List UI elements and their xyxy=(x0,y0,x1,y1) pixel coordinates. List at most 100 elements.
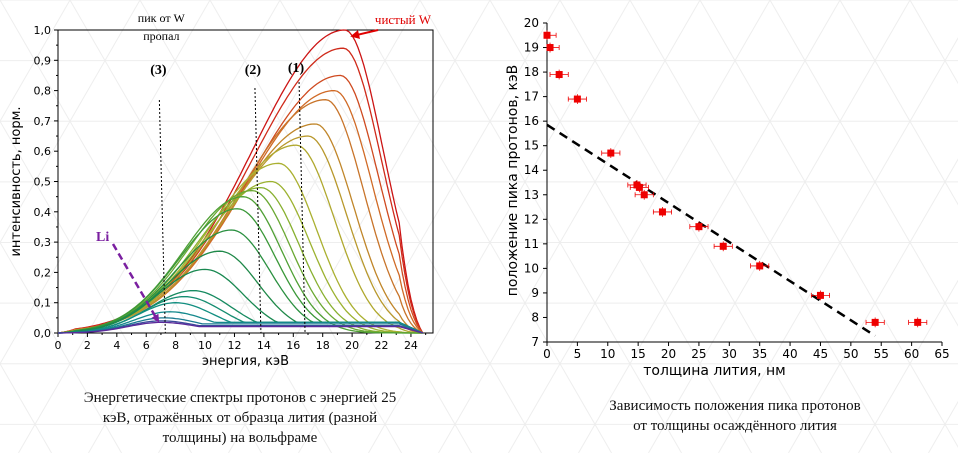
marker-label: (2) xyxy=(245,63,262,78)
spectrum-curve xyxy=(57,89,424,334)
spectrum-curve xyxy=(58,317,423,334)
lattice-line xyxy=(909,0,958,85)
x-tick-label: 22 xyxy=(375,339,389,352)
x-tick-label: 0 xyxy=(55,339,62,352)
lattice-line xyxy=(0,120,192,453)
marker-label: (3) xyxy=(150,63,167,78)
spectrum-curve xyxy=(58,311,423,334)
x-tick-label: 0 xyxy=(543,347,551,361)
marker-line xyxy=(298,81,306,334)
lattice-line xyxy=(158,0,421,453)
lattice-line xyxy=(839,0,958,206)
y-tick-label: 12 xyxy=(524,212,539,226)
x-tick-label: 40 xyxy=(782,347,797,361)
annotation-text: пропал xyxy=(143,29,179,43)
lattice-line xyxy=(0,0,71,123)
x-axis-label: энергия, кэВ xyxy=(202,354,289,369)
x-tick-label: 18 xyxy=(316,339,330,352)
x-tick-label: 60 xyxy=(904,347,919,361)
lattice-line xyxy=(0,0,141,244)
lattice-line xyxy=(349,0,612,453)
lattice-line xyxy=(858,279,958,453)
y-tick-label: 0,1 xyxy=(34,297,52,310)
annotations: пик от W пропал (3) (2) (1) чистый W Li xyxy=(96,11,432,334)
y-axis: 7 8 9 10 11 12 13 14 15 16 17 18 19 20 xyxy=(524,16,547,349)
lattice-line xyxy=(648,0,911,453)
y-tick-label: 14 xyxy=(524,163,539,177)
lattice-line xyxy=(699,0,958,448)
x-tick-label: 4 xyxy=(113,339,120,352)
spectrum-curve xyxy=(57,74,424,334)
annotation-text: пик от W xyxy=(138,11,186,25)
data-point xyxy=(573,95,581,103)
lattice-line xyxy=(298,0,561,453)
spectrum-curve xyxy=(57,208,423,334)
li-arrow xyxy=(111,243,160,323)
left-caption-line: кэВ, отражённых от образца лития (разной xyxy=(102,410,378,426)
x-tick-label: 35 xyxy=(752,347,767,361)
x-tick-label: 24 xyxy=(404,339,418,352)
y-tick-label: 18 xyxy=(524,65,539,79)
data-point xyxy=(914,318,922,326)
y-tick-label: 16 xyxy=(524,114,539,128)
y-tick-label: 0,4 xyxy=(34,206,52,219)
data-point xyxy=(816,291,824,299)
data-point xyxy=(543,31,551,39)
x-tick-label: 65 xyxy=(934,347,949,361)
x-tick-label: 25 xyxy=(691,347,706,361)
lattice-line xyxy=(279,0,542,453)
y-tick-label: 17 xyxy=(524,90,539,104)
lattice-line xyxy=(209,0,472,453)
pure-w-label: чистый W xyxy=(375,12,432,27)
marker-line xyxy=(158,99,166,334)
y-axis: 0,0 0,1 0,2 0,3 0,4 0,5 0,6 0,7 0,8 0,9 1,0 xyxy=(34,24,58,340)
y-axis-label: положение пика протонов, кэВ xyxy=(505,65,521,296)
data-point xyxy=(607,149,615,157)
y-tick-label: 0,2 xyxy=(34,266,52,279)
marker-line xyxy=(254,87,262,334)
x-tick-label: 10 xyxy=(198,339,212,352)
x-tick-label: 20 xyxy=(345,339,359,352)
data-point xyxy=(695,223,703,231)
y-tick-label: 11 xyxy=(524,237,539,251)
lattice-line xyxy=(438,0,701,453)
y-tick-label: 0,8 xyxy=(34,85,52,98)
lattice-line xyxy=(18,0,281,453)
y-tick-label: 8 xyxy=(531,310,539,324)
lattice-line xyxy=(629,0,892,453)
y-tick-label: 10 xyxy=(524,261,539,275)
x-tick-label: 10 xyxy=(600,347,615,361)
y-tick-label: 0,5 xyxy=(34,176,52,189)
x-axis: 0 2 4 6 8 10 12 14 16 18 20 22 24 xyxy=(55,333,427,352)
right-caption-line: от толщины осаждённого лития xyxy=(633,418,837,434)
right-caption: Зависимость положения пика протонов от т… xyxy=(555,396,915,436)
lattice-line xyxy=(0,0,262,453)
y-tick-label: 9 xyxy=(531,286,539,300)
data-points xyxy=(543,30,928,328)
x-axis: 0 5 10 15 20 25 30 35 40 45 50 55 60 65 xyxy=(543,342,950,361)
y-tick-label: 7 xyxy=(531,335,539,349)
x-tick-label: 20 xyxy=(661,347,676,361)
x-tick-label: 16 xyxy=(286,339,300,352)
x-axis-label: толщина лития, нм xyxy=(643,363,785,379)
left-caption: Энергетические спектры протонов с энерги… xyxy=(40,388,440,448)
y-tick-label: 0,9 xyxy=(34,54,52,67)
y-tick-label: 0,3 xyxy=(34,236,52,249)
data-point xyxy=(871,318,879,326)
lattice-line xyxy=(0,362,52,453)
energy-spectra-chart: 0 2 4 6 8 10 12 14 16 18 20 22 240,00,10,20,30,40,50… xyxy=(9,11,434,369)
data-point xyxy=(546,44,554,52)
lattice-line xyxy=(508,0,771,453)
data-point xyxy=(756,262,764,270)
y-tick-label: 1,0 xyxy=(34,24,52,37)
peak-position-panel: 0 5 10 15 20 25 30 35 40 45 50 55 60 65 7 8 9 10 11 12 13 14 1… xyxy=(480,0,958,453)
peak-position-chart: 0 5 10 15 20 25 30 35 40 45 50 55 60 65 7 8 9 10 11 12 13 14 1… xyxy=(505,16,950,379)
lattice-line xyxy=(69,0,332,453)
y-tick-label: 0,7 xyxy=(34,115,52,128)
fit-line xyxy=(546,123,876,337)
left-caption-line: Энергетические спектры протонов с энерги… xyxy=(83,390,397,406)
lattice-line xyxy=(489,0,752,453)
series-group xyxy=(57,29,424,334)
lattice-line xyxy=(0,241,122,453)
